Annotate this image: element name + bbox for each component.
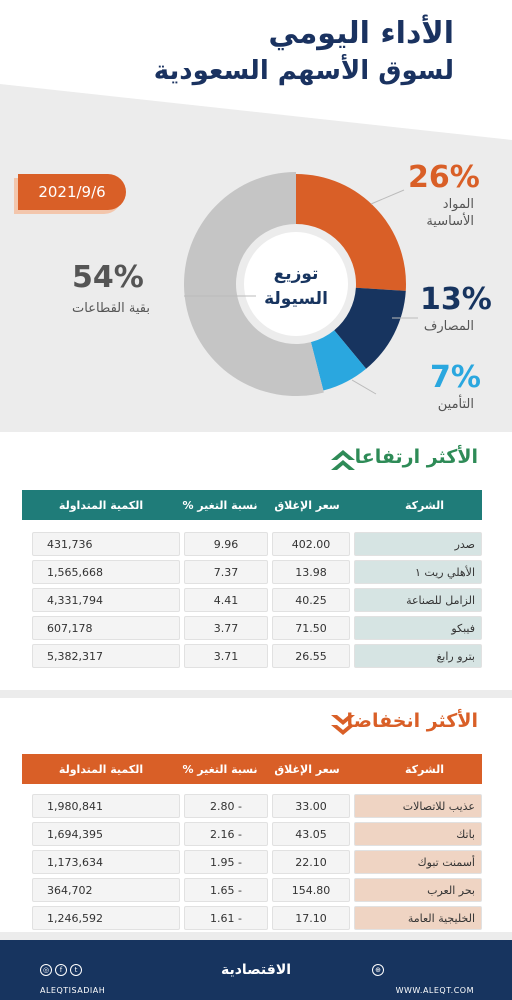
header-change: نسبة التغير % xyxy=(182,762,258,776)
table-row: الخليجية العامة 17.10 1.61 -1,246,592 xyxy=(28,906,482,930)
header-volume: الكمية المتداولة xyxy=(58,498,144,512)
website-url[interactable]: WWW.ALEQT.COM xyxy=(395,986,474,995)
change-percent: 1.95 - xyxy=(184,850,268,874)
gainers-title: الأكثر ارتفاعا xyxy=(354,446,478,468)
instagram-icon[interactable]: ◎ xyxy=(40,964,52,976)
close-price: 43.05 xyxy=(272,822,350,846)
company-name: صدر xyxy=(354,532,482,556)
change-percent: 9.96 xyxy=(184,532,268,556)
close-price: 13.98 xyxy=(272,560,350,584)
table-row: أسمنت تبوك 22.10 1.95 -1,173,634 xyxy=(28,850,482,874)
close-price: 17.10 xyxy=(272,906,350,930)
header-company: الشركة xyxy=(404,762,444,776)
change-percent: 2.80 - xyxy=(184,794,268,818)
losers-table: عذيب للاتصالات 33.00 2.80 -1,980,841 باتك 4… xyxy=(28,794,482,934)
liquidity-donut-chart: توزيع السيولة xyxy=(184,172,418,396)
leader-line xyxy=(370,189,405,205)
company-name: بترو رابغ xyxy=(354,644,482,668)
segment-label-others: بقية القطاعات xyxy=(72,301,150,316)
donut-segment-banks xyxy=(334,287,406,369)
donut-segment-materials xyxy=(296,174,406,291)
donut-segment-insurance xyxy=(310,330,367,391)
table-row: الأهلي ريت ١ 13.98 7.37 1,565,668 xyxy=(28,560,482,584)
segment-percent-banks: 13% xyxy=(420,282,492,317)
traded-volume: 431,736 xyxy=(32,532,180,556)
company-name: الخليجية العامة xyxy=(354,906,482,930)
close-price: 402.00 xyxy=(272,532,350,556)
brand-logo: الاقتصادية xyxy=(220,962,292,978)
facebook-icon[interactable]: f xyxy=(55,964,67,976)
twitter-icon[interactable]: t xyxy=(70,964,82,976)
company-name: الزامل للصناعة xyxy=(354,588,482,612)
company-name: أسمنت تبوك xyxy=(354,850,482,874)
change-percent: 1.61 - xyxy=(184,906,268,930)
header-close: سعر الإغلاق xyxy=(274,762,340,776)
change-percent: 3.77 xyxy=(184,616,268,640)
close-price: 26.55 xyxy=(272,644,350,668)
page-subtitle: لسوق الأسهم السعودية xyxy=(153,56,454,86)
table-row: باتك 43.05 2.16 -1,694,395 xyxy=(28,822,482,846)
close-price: 154.80 xyxy=(272,878,350,902)
company-name: باتك xyxy=(354,822,482,846)
table-row: بحر العرب 154.80 1.65 -364,702 xyxy=(28,878,482,902)
web-icon: ⊕ xyxy=(372,964,384,976)
traded-volume: 1,980,841 xyxy=(32,794,180,818)
arrow-down-icon xyxy=(331,715,355,735)
segment-label-banks: المصارف xyxy=(423,319,474,334)
table-row: بترو رابغ 26.55 3.71 5,382,317 xyxy=(28,644,482,668)
segment-label-materials: المواد الأساسية xyxy=(426,197,474,229)
gainers-table: صدر 402.00 9.96 431,736 الأهلي ريت ١ 13.98 7.… xyxy=(28,532,482,672)
segment-percent-others: 54% xyxy=(72,260,144,295)
company-name: فيبكو xyxy=(354,616,482,640)
change-percent: 7.37 xyxy=(184,560,268,584)
traded-volume: 1,246,592 xyxy=(32,906,180,930)
table-row: عذيب للاتصالات 33.00 2.80 -1,980,841 xyxy=(28,794,482,818)
table-row: صدر 402.00 9.96 431,736 xyxy=(28,532,482,556)
traded-volume: 1,565,668 xyxy=(32,560,180,584)
header-company: الشركة xyxy=(404,498,444,512)
change-percent: 1.65 - xyxy=(184,878,268,902)
footer-bar xyxy=(0,940,512,1000)
segment-percent-insurance: 7% xyxy=(430,360,481,395)
company-name: عذيب للاتصالات xyxy=(354,794,482,818)
traded-volume: 4,331,794 xyxy=(32,588,180,612)
company-name: الأهلي ريت ١ xyxy=(354,560,482,584)
donut-center xyxy=(244,232,348,336)
segment-percent-materials: 26% xyxy=(408,160,480,195)
table-row: الزامل للصناعة 40.25 4.41 4,331,794 xyxy=(28,588,482,612)
traded-volume: 1,694,395 xyxy=(32,822,180,846)
traded-volume: 607,178 xyxy=(32,616,180,640)
close-price: 22.10 xyxy=(272,850,350,874)
close-price: 71.50 xyxy=(272,616,350,640)
leader-line xyxy=(351,379,377,395)
change-percent: 3.71 xyxy=(184,644,268,668)
segment-label-insurance: التأمين xyxy=(437,397,474,412)
gainers-table-header: الشركة سعر الإغلاق نسبة التغير % الكمية … xyxy=(22,490,482,520)
losers-table-header: الشركة سعر الإغلاق نسبة التغير % الكمية … xyxy=(22,754,482,784)
company-name: بحر العرب xyxy=(354,878,482,902)
donut-segment-others xyxy=(184,172,324,396)
table-row: فيبكو 71.50 3.77 607,178 xyxy=(28,616,482,640)
traded-volume: 364,702 xyxy=(32,878,180,902)
header-volume: الكمية المتداولة xyxy=(58,762,144,776)
change-percent: 2.16 - xyxy=(184,822,268,846)
header-change: نسبة التغير % xyxy=(182,498,258,512)
close-price: 40.25 xyxy=(272,588,350,612)
donut-center-line2: السيولة xyxy=(264,289,328,309)
date-badge: 2021/9/6 xyxy=(18,174,126,210)
traded-volume: 1,173,634 xyxy=(32,850,180,874)
donut-center-line1: توزيع xyxy=(274,264,319,284)
arrow-up-icon xyxy=(331,450,355,470)
change-percent: 4.41 xyxy=(184,588,268,612)
traded-volume: 5,382,317 xyxy=(32,644,180,668)
header-close: سعر الإغلاق xyxy=(274,498,340,512)
page-title: الأداء اليومي xyxy=(268,16,454,51)
social-handle[interactable]: ALEQTISADIAH xyxy=(40,986,106,995)
close-price: 33.00 xyxy=(272,794,350,818)
losers-title: الأكثر انخفاضا xyxy=(346,710,478,732)
